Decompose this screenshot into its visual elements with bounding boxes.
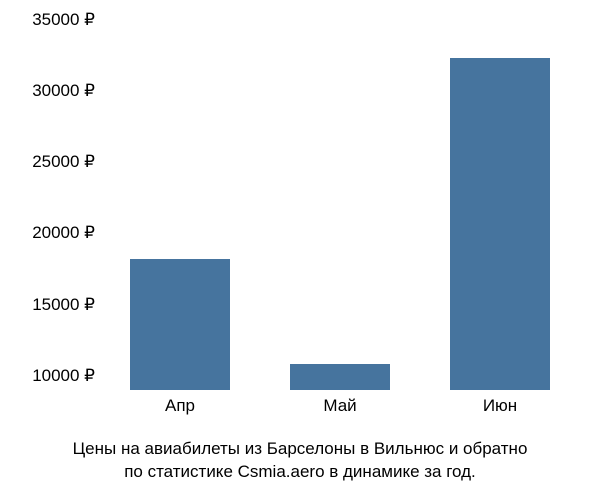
y-tick-label: 30000 ₽ [15, 81, 95, 101]
y-tick-label: 15000 ₽ [15, 295, 95, 315]
y-tick-label: 35000 ₽ [15, 10, 95, 30]
y-tick-label: 25000 ₽ [15, 152, 95, 172]
chart-caption: Цены на авиабилеты из Барселоны в Вильню… [0, 438, 600, 484]
caption-line-2: по статистике Csmia.aero в динамике за г… [124, 462, 476, 481]
x-tick-label: Апр [165, 396, 195, 416]
y-tick-label: 20000 ₽ [15, 223, 95, 243]
caption-line-1: Цены на авиабилеты из Барселоны в Вильню… [73, 439, 528, 458]
bar [450, 58, 549, 390]
plot-area [100, 20, 580, 390]
bar [130, 259, 229, 390]
x-tick-label: Июн [483, 396, 517, 416]
bar [290, 364, 389, 390]
x-tick-label: Май [323, 396, 356, 416]
y-tick-label: 10000 ₽ [15, 366, 95, 386]
price-bar-chart: 10000 ₽ 15000 ₽ 20000 ₽ 25000 ₽ 30000 ₽ 35000… [10, 10, 590, 430]
